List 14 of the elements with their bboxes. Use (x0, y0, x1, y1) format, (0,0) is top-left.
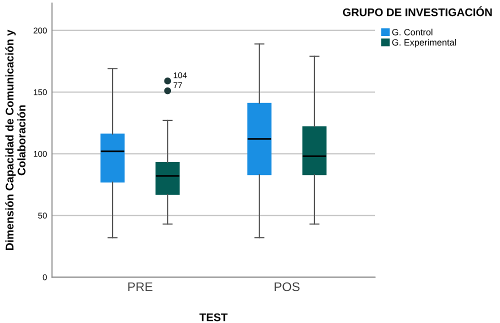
legend-label: G. Control (392, 28, 432, 36)
legend-title: GRUPO DE INVESTIGACIÓN (342, 6, 492, 16)
y-axis-title: Dimensión Capacidad de Comunicación y Colaboración (5, 30, 26, 250)
y-tick-label: 200 (34, 28, 47, 34)
annotation: 77 (174, 82, 182, 88)
y-tick-label: 100 (34, 150, 47, 157)
y-tick-label: 50 (38, 212, 47, 219)
x-tick-label: POS (274, 282, 300, 292)
y-tick-label: 0 (42, 274, 47, 280)
x-axis-title: TEST (199, 313, 228, 322)
y-tick-label: 150 (34, 89, 47, 96)
legend-label: G. Experimental (392, 38, 456, 48)
x-tick-label: PRE (128, 282, 152, 292)
annotation: 104 (174, 72, 187, 78)
